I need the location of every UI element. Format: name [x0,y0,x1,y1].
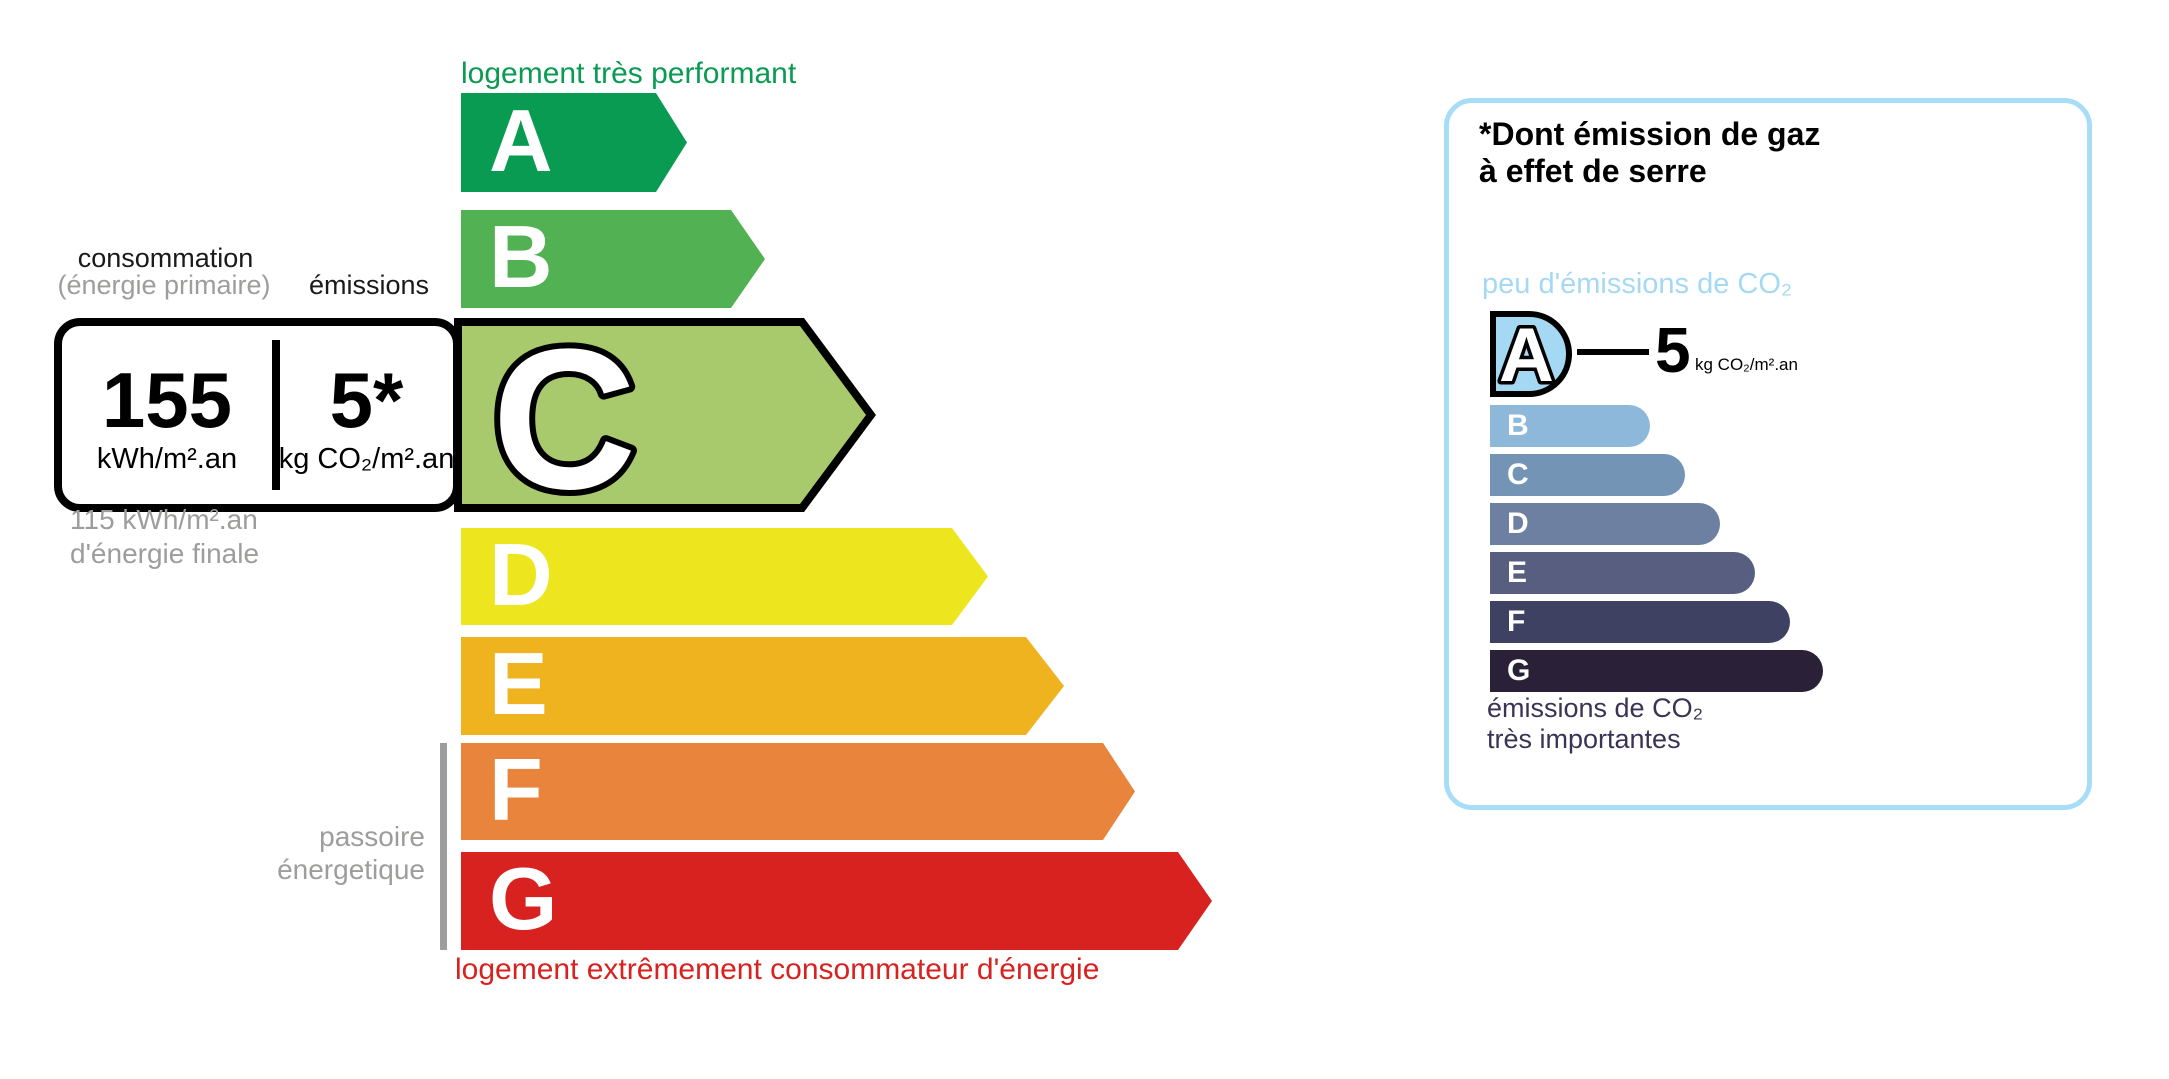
co2-panel-title: *Dont émission de gaz à effet de serre [1479,116,1820,190]
emissions-label: émissions [308,270,430,300]
co2-panel-title-line1: *Dont émission de gaz [1479,116,1821,152]
co2-value-connector-line [1577,349,1649,355]
consumption-value: 155 [101,355,233,444]
energy-class-arrow-e: E [461,637,1064,735]
co2-bar-b: B [1490,405,1650,447]
co2-bar-d: D [1490,503,1720,545]
rating-box-divider [272,340,280,490]
co2-value: 5 [1655,314,1691,386]
energy-class-arrow-g: G [461,852,1212,950]
final-energy-note: 115 kWh/m².an d'énergie finale [70,503,259,571]
primary-energy-sublabel: (énergie primaire) [57,270,271,300]
final-energy-note-line2: d'énergie finale [70,538,260,569]
co2-bar-letter-c: C [1507,458,1529,491]
energy-sieve-bracket-line [440,743,447,950]
co2-bar-letter-b: B [1507,409,1529,442]
energy-class-letter-e: E [489,634,548,733]
co2-badge-shape [1490,311,1572,397]
energy-sieve-label-line2: énergetique [277,854,425,885]
energy-class-arrow-c-selected: C [454,318,876,512]
rating-box: 155 kWh/m².an 5* kg CO₂/m².an [54,318,461,512]
co2-high-emissions-label: émissions de CO₂ très importantes [1487,693,1703,755]
emissions-cell: 5* kg CO₂/m².an [278,326,455,504]
co2-bar-letter-f: F [1507,605,1526,638]
co2-badge-letter: A [1499,313,1554,397]
energy-class-letter-f: F [489,739,543,839]
selected-class-letter: C [492,318,636,512]
consumption-label: consommation [77,243,254,273]
energy-class-letter-d: D [489,524,553,624]
co2-value-unit: kg CO₂/m².an [1695,355,1798,374]
co2-bar-g: G [1490,650,1823,692]
caption-very-efficient: logement très performant [461,57,797,90]
energy-class-arrow-d: D [461,528,988,625]
energy-class-arrow-a: A [461,93,687,192]
emissions-unit: kg CO₂/m².an [278,442,455,475]
energy-sieve-label: passoire énergetique [225,820,425,886]
co2-bar-letter-d: D [1507,507,1529,540]
energy-class-arrow-f: F [461,743,1135,840]
co2-low-emissions-label: peu d'émissions de CO₂ [1482,268,1793,300]
co2-bar-e: E [1490,552,1755,594]
co2-panel-title-line2: à effet de serre [1479,153,1707,189]
co2-high-emissions-line2: très importantes [1487,724,1681,754]
consumption-cell: 155 kWh/m².an [62,326,272,504]
co2-class-badge-a: A [1490,311,1572,397]
energy-class-arrow-b: B [461,210,765,308]
energy-class-letter-g: G [489,849,558,948]
co2-bar-f: F [1490,601,1790,643]
caption-very-consuming: logement extrêmement consommateur d'éner… [455,953,1100,986]
co2-emissions-panel: *Dont émission de gaz à effet de serre p… [1444,98,2092,810]
emissions-value: 5* [329,355,404,444]
co2-bar-letter-e: E [1507,556,1528,589]
energy-class-letter-a: A [489,90,553,190]
final-energy-note-line1: 115 kWh/m².an [70,504,258,535]
energy-class-letter-b: B [489,207,553,306]
co2-bar-letter-g: G [1507,654,1531,687]
co2-high-emissions-line1: émissions de CO₂ [1487,693,1704,723]
consumption-unit: kWh/m².an [96,442,238,475]
energy-sieve-label-line1: passoire [319,821,425,852]
co2-bar-c: C [1490,454,1685,496]
